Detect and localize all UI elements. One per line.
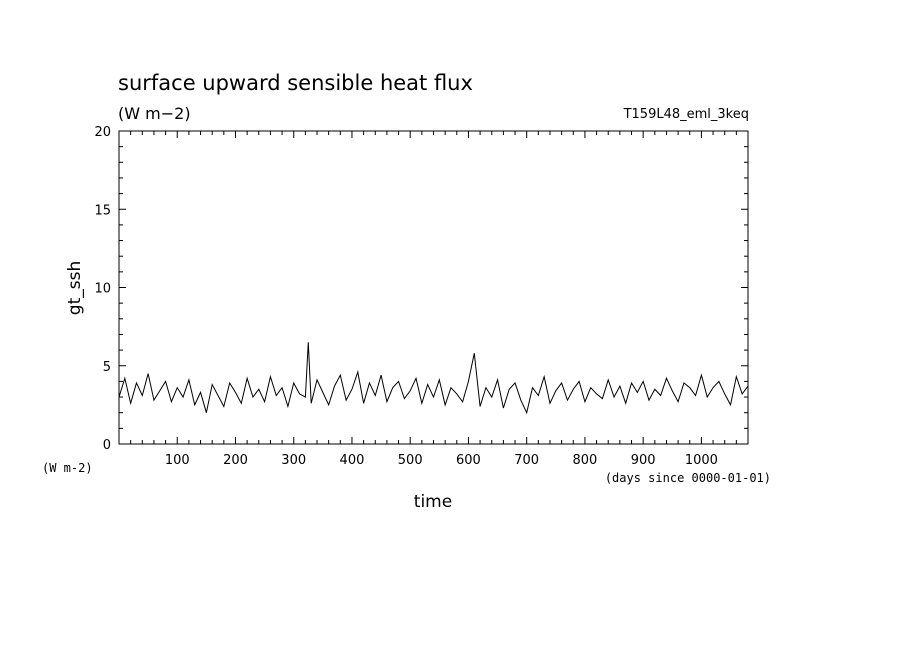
x-tick-label: 700 bbox=[514, 453, 539, 468]
x-tick-label: 800 bbox=[573, 453, 598, 468]
x-tick-label: 300 bbox=[281, 453, 306, 468]
y-tick-label: 15 bbox=[94, 203, 111, 218]
x-tick-label: 100 bbox=[165, 453, 190, 468]
y-tick-label: 0 bbox=[103, 438, 111, 453]
x-tick-label: 1000 bbox=[685, 453, 718, 468]
y-tick-label: 20 bbox=[94, 125, 111, 140]
series-line bbox=[118, 342, 749, 415]
experiment-label: T159L48_eml_3keq bbox=[623, 107, 749, 122]
y-tick-label: 10 bbox=[94, 282, 111, 297]
x-tick-label: 900 bbox=[631, 453, 656, 468]
x-tick-label: 400 bbox=[340, 453, 365, 468]
y-axis-units: (W m-2) bbox=[42, 461, 93, 475]
y-tick-label: 5 bbox=[103, 360, 111, 375]
x-tick-label: 600 bbox=[456, 453, 481, 468]
x-tick-label: 500 bbox=[398, 453, 423, 468]
x-axis-label: time bbox=[414, 492, 452, 512]
tick-marks bbox=[119, 130, 748, 445]
tick-labels: 100 200 300 400 500 600 700 800 900 1000 0 5 10 15 20 bbox=[94, 125, 718, 468]
x-tick-label: 200 bbox=[223, 453, 248, 468]
chart-units: (W m−2) bbox=[118, 104, 191, 123]
y-axis-label: gt_ssh bbox=[65, 261, 85, 315]
series-layer bbox=[118, 342, 749, 415]
chart-title: surface upward sensible heat flux bbox=[118, 71, 473, 95]
x-axis-units: (days since 0000-01-01) bbox=[605, 471, 771, 485]
